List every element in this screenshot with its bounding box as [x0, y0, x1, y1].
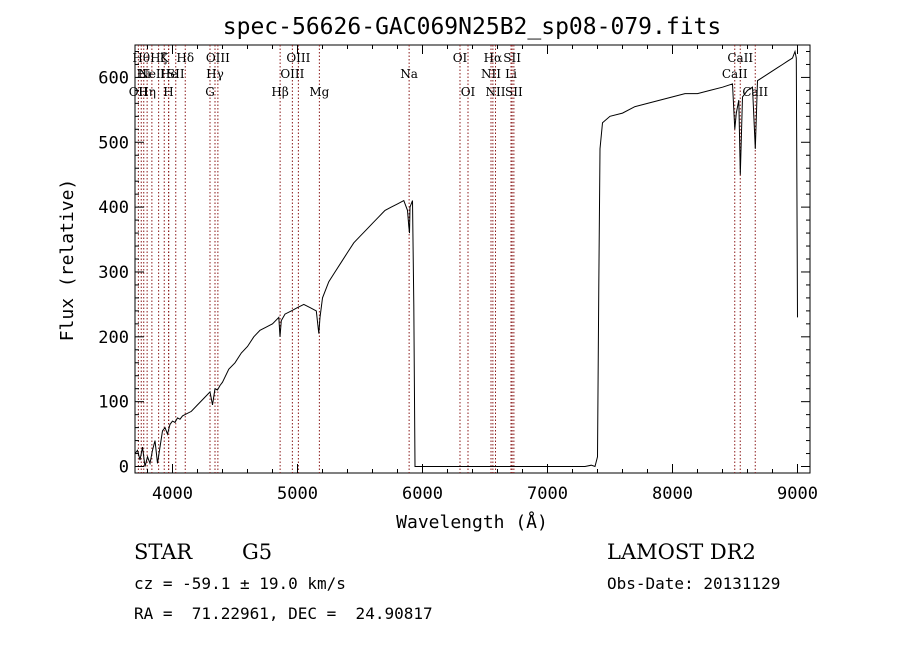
- line-label: Li: [505, 67, 517, 81]
- y-tick-label: 0: [119, 458, 129, 478]
- y-tick-label: 600: [98, 68, 129, 88]
- plot-area: [134, 44, 811, 474]
- line-label: G: [205, 85, 215, 99]
- subclass-label: G5: [242, 540, 273, 564]
- survey-label: LAMOST DR2: [607, 540, 756, 564]
- line-label: Hζ: [150, 51, 167, 65]
- line-label: OII: [129, 85, 149, 99]
- y-tick-label: 100: [98, 393, 129, 413]
- line-label: Hγ: [206, 67, 224, 81]
- spectrum-line: [134, 49, 798, 468]
- x-tick-label: 5000: [277, 484, 318, 504]
- line-label: H: [163, 85, 173, 99]
- y-tick-label: 300: [98, 263, 129, 283]
- x-tick-label: 4000: [152, 484, 193, 504]
- line-label: SII: [167, 67, 185, 81]
- line-label: Hδ: [176, 51, 194, 65]
- line-label: K: [160, 51, 170, 65]
- x-tick-label: 6000: [402, 484, 443, 504]
- chart-title: spec-56626-GAC069N25B2_sp08-079.fits: [223, 14, 722, 40]
- line-label: OI: [453, 51, 468, 65]
- line-label: Hθ: [132, 51, 150, 65]
- line-label: Hα: [484, 51, 503, 65]
- line-label: OIII: [206, 51, 230, 65]
- redshift-label: cz = -59.1 ± 19.0 km/s: [134, 574, 346, 593]
- line-label: NII: [486, 85, 506, 99]
- x-axis-ticks: 4000 5000 6000 7000 8000 9000: [147, 45, 818, 504]
- line-label: NII: [481, 67, 501, 81]
- y-tick-label: 200: [98, 328, 129, 348]
- line-label: Hη: [138, 85, 156, 99]
- line-label: OIII: [280, 67, 304, 81]
- x-tick-label: 9000: [777, 484, 818, 504]
- y-axis-ticks: 0 100 200 300 400 500 600: [98, 50, 810, 478]
- x-tick-label: 8000: [652, 484, 693, 504]
- line-label: CaII: [727, 51, 753, 65]
- x-axis-label: Wavelength (Å): [396, 511, 548, 533]
- y-axis-label: Flux (relative): [57, 179, 78, 342]
- coordinates-label: RA = 71.22961, DEC = 24.90817: [134, 604, 433, 623]
- line-label: He: [160, 67, 178, 81]
- emission-line-markers: [137, 45, 756, 473]
- x-tick-label: 7000: [527, 484, 568, 504]
- emission-line-labels: OIIHθHiHηNeIIHζKHHeSIIHδGHγOIIIHβOIIIOII…: [129, 51, 769, 99]
- line-label: OI: [461, 85, 476, 99]
- y-tick-label: 400: [98, 198, 129, 218]
- obs-date-label: Obs-Date: 20131129: [607, 574, 781, 593]
- line-label: CaII: [742, 85, 768, 99]
- line-label: OIII: [286, 51, 310, 65]
- line-label: CaII: [722, 67, 748, 81]
- line-label: Hβ: [271, 85, 288, 99]
- line-label: Mg: [309, 85, 329, 99]
- class-label: STAR: [134, 540, 193, 564]
- line-label: NeII: [138, 67, 165, 81]
- y-tick-label: 500: [98, 133, 129, 153]
- line-label: SII: [503, 51, 521, 65]
- line-label: SII: [505, 85, 523, 99]
- line-label: Na: [400, 67, 418, 81]
